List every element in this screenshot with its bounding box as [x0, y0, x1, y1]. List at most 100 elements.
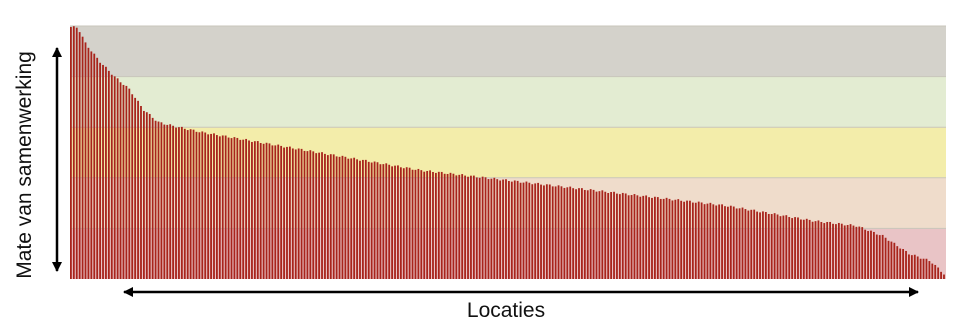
bar	[569, 186, 572, 279]
bar	[435, 172, 437, 279]
bar	[884, 237, 887, 279]
bar	[516, 180, 519, 279]
bar	[508, 181, 510, 279]
bar	[443, 173, 446, 279]
bar	[823, 223, 826, 279]
bar	[490, 178, 493, 279]
bar	[782, 215, 785, 279]
bar	[630, 195, 633, 279]
bar	[321, 152, 323, 279]
bar	[411, 169, 414, 279]
bar	[913, 254, 916, 279]
x-axis: Locaties	[123, 287, 919, 320]
bar	[873, 231, 875, 279]
bar	[843, 225, 846, 279]
bar	[528, 182, 531, 279]
y-axis: Mate van samenwerking	[13, 47, 62, 279]
bar	[499, 180, 502, 279]
bar	[362, 159, 364, 279]
bar	[867, 231, 869, 279]
bar	[268, 143, 271, 279]
bar	[887, 240, 890, 279]
bar	[575, 189, 577, 279]
bar	[648, 197, 650, 279]
bar	[642, 195, 645, 279]
bar	[832, 223, 834, 279]
bar	[858, 226, 861, 279]
bar	[677, 199, 680, 279]
bar	[691, 202, 694, 279]
bar	[651, 197, 653, 279]
bar	[668, 198, 671, 279]
bar	[140, 105, 142, 280]
bar	[639, 196, 642, 279]
bar	[943, 274, 945, 279]
bar	[694, 202, 697, 279]
bar	[610, 192, 613, 279]
bar	[388, 164, 391, 279]
bar	[805, 218, 808, 279]
bar	[525, 181, 528, 279]
bar	[937, 267, 940, 279]
bar	[253, 141, 256, 279]
bar	[464, 175, 467, 279]
bar	[922, 258, 925, 279]
bar	[919, 258, 922, 279]
bar	[440, 171, 443, 279]
bar	[770, 214, 773, 279]
bar	[341, 155, 344, 279]
bar	[829, 221, 832, 279]
bar	[405, 167, 408, 279]
bar	[221, 135, 224, 279]
bar	[870, 230, 872, 279]
bar	[75, 27, 78, 279]
bar	[846, 225, 849, 279]
bar	[224, 135, 227, 279]
bar	[332, 154, 335, 279]
bar	[277, 144, 280, 279]
bar	[940, 271, 942, 279]
bar	[423, 171, 426, 279]
bar	[315, 153, 318, 279]
bar	[837, 222, 840, 279]
bar	[893, 242, 896, 279]
bar	[513, 180, 516, 279]
bar	[589, 189, 592, 279]
bar	[131, 94, 134, 279]
bar	[218, 136, 221, 279]
bar	[394, 165, 396, 279]
bar	[370, 162, 373, 279]
bar	[426, 170, 429, 279]
bar	[686, 200, 688, 279]
bar	[385, 163, 388, 279]
bar	[373, 161, 376, 279]
bar	[773, 213, 776, 279]
bar	[484, 177, 487, 279]
bar	[505, 179, 507, 279]
bar	[601, 190, 604, 279]
bar	[814, 221, 817, 279]
bar	[251, 141, 253, 279]
bar	[259, 143, 262, 279]
bar	[105, 66, 107, 279]
bar	[227, 137, 230, 279]
bar	[595, 191, 598, 279]
bar	[151, 117, 154, 279]
bar	[192, 129, 195, 279]
bar	[467, 176, 469, 279]
bar	[353, 157, 356, 279]
bar	[326, 155, 329, 279]
bar	[604, 191, 607, 279]
bar	[437, 171, 440, 279]
bar	[762, 211, 764, 279]
bar	[706, 203, 709, 279]
bar	[543, 185, 545, 279]
y-axis-label: Mate van samenwerking	[13, 51, 36, 279]
bar	[329, 154, 332, 279]
bar	[72, 26, 75, 279]
bar	[791, 218, 794, 279]
bar	[198, 132, 201, 279]
bar	[256, 141, 259, 279]
bar	[143, 110, 145, 279]
